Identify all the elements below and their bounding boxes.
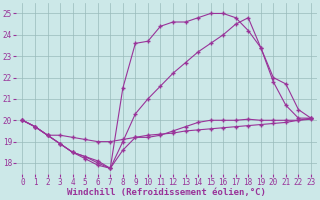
X-axis label: Windchill (Refroidissement éolien,°C): Windchill (Refroidissement éolien,°C) xyxy=(67,188,266,197)
